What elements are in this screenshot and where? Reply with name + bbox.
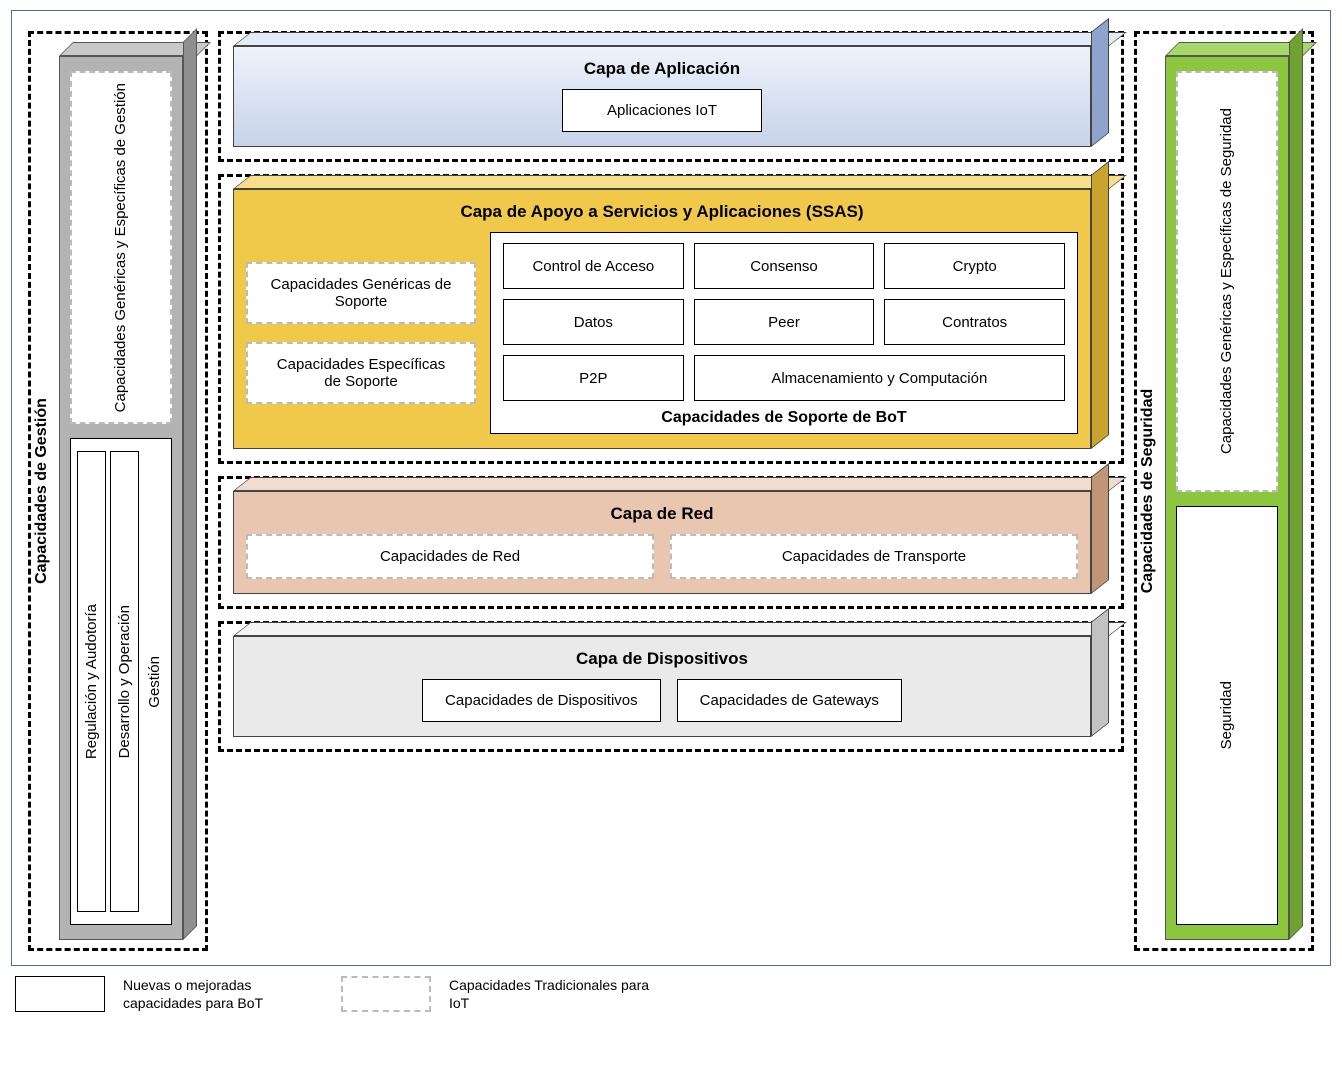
management-label: Gestión xyxy=(146,656,163,708)
security-body: Capacidades Genéricas y Específicas de S… xyxy=(1166,57,1288,939)
architecture-diagram: Capacidades de Gestión Capacidades Genér… xyxy=(11,10,1331,966)
network-row: Capacidades de Red Capacidades de Transp… xyxy=(246,534,1078,579)
network-top xyxy=(233,477,1127,491)
cell-contracts: Contratos xyxy=(884,299,1065,345)
security-3d: Capacidades Genéricas y Específicas de S… xyxy=(1165,56,1289,940)
management-column: Capacidades de Gestión Capacidades Genér… xyxy=(28,31,208,951)
security-column: Capacidades de Seguridad Capacidades Gen… xyxy=(1134,31,1314,951)
management-body: Capacidades Genéricas y Específicas de G… xyxy=(60,57,182,939)
application-side xyxy=(1091,18,1109,147)
application-box: Aplicaciones IoT xyxy=(562,89,762,132)
application-3d: Capa de Aplicación Aplicaciones IoT xyxy=(233,46,1091,147)
device-3d: Capa de Dispositivos Capacidades de Disp… xyxy=(233,636,1091,737)
ssas-bot-panel: Control de Acceso Consenso Crypto Datos … xyxy=(490,232,1078,434)
ssas-layer: Capa de Apoyo a Servicios y Aplicaciones… xyxy=(218,174,1124,464)
legend-text-2: Capacidades Tradicionales para IoT xyxy=(449,976,649,1012)
device-layer: Capa de Dispositivos Capacidades de Disp… xyxy=(218,621,1124,752)
gateway-cap-box: Capacidades de Gateways xyxy=(677,679,902,722)
center-layers: Capa de Aplicación Aplicaciones IoT Capa… xyxy=(218,31,1124,951)
network-cap-box: Capacidades de Red xyxy=(246,534,654,579)
device-front: Capa de Dispositivos Capacidades de Disp… xyxy=(233,636,1091,737)
security-3d-side xyxy=(1289,28,1303,940)
application-row: Aplicaciones IoT xyxy=(246,89,1078,132)
network-layer: Capa de Red Capacidades de Red Capacidad… xyxy=(218,476,1124,609)
device-title: Capa de Dispositivos xyxy=(246,649,1078,669)
device-row: Capacidades de Dispositivos Capacidades … xyxy=(246,679,1078,722)
network-front: Capa de Red Capacidades de Red Capacidad… xyxy=(233,491,1091,594)
security-generic-text: Capacidades Genéricas y Específicas de S… xyxy=(1217,108,1237,454)
management-title: Capacidades de Gestión xyxy=(33,398,51,584)
ssas-grid: Control de Acceso Consenso Crypto Datos … xyxy=(503,243,1065,401)
device-top xyxy=(233,622,1127,636)
device-side xyxy=(1091,608,1109,737)
legend: Nuevas o mejoradas capacidades para BoT … xyxy=(11,976,1331,1012)
cell-crypto: Crypto xyxy=(884,243,1065,289)
ssas-row: Capacidades Genéricas de Soporte Capacid… xyxy=(246,232,1078,434)
main-row: Capacidades de Gestión Capacidades Genér… xyxy=(28,31,1314,951)
application-front: Capa de Aplicación Aplicaciones IoT xyxy=(233,46,1091,147)
ssas-side xyxy=(1091,161,1109,449)
management-generic-text: Capacidades Genéricas y Específicas de G… xyxy=(111,83,131,412)
ssas-left: Capacidades Genéricas de Soporte Capacid… xyxy=(246,232,476,434)
security-3d-front: Capacidades Genéricas y Específicas de S… xyxy=(1165,56,1289,940)
management-multi-box: Regulación y Audotoría Desarrollo y Oper… xyxy=(70,438,172,925)
device-cap-box: Capacidades de Dispositivos xyxy=(422,679,661,722)
ssas-specific-box: Capacidades Específicas de Soporte xyxy=(246,342,476,404)
cell-peer: Peer xyxy=(694,299,875,345)
ssas-top xyxy=(233,175,1127,189)
transport-cap-box: Capacidades de Transporte xyxy=(670,534,1078,579)
ssas-3d: Capa de Apoyo a Servicios y Aplicaciones… xyxy=(233,189,1091,449)
application-layer: Capa de Aplicación Aplicaciones IoT xyxy=(218,31,1124,162)
network-side xyxy=(1091,463,1109,594)
security-text: Seguridad xyxy=(1217,681,1237,749)
management-3d-front: Capacidades Genéricas y Específicas de G… xyxy=(59,56,183,940)
legend-swatch-solid xyxy=(15,976,105,1012)
ssas-front: Capa de Apoyo a Servicios y Aplicaciones… xyxy=(233,189,1091,449)
cell-p2p: P2P xyxy=(503,355,684,401)
legend-text-1: Nuevas o mejoradas capacidades para BoT xyxy=(123,976,323,1012)
management-reg-text: Regulación y Audotoría xyxy=(82,604,102,759)
security-generic-box: Capacidades Genéricas y Específicas de S… xyxy=(1176,71,1278,492)
ssas-subtitle: Capacidades de Soporte de BoT xyxy=(503,409,1065,427)
management-dev-box: Desarrollo y Operación xyxy=(110,451,139,912)
application-title: Capa de Aplicación xyxy=(246,59,1078,79)
cell-data: Datos xyxy=(503,299,684,345)
management-3d-side xyxy=(183,28,197,940)
network-3d: Capa de Red Capacidades de Red Capacidad… xyxy=(233,491,1091,594)
management-label-slot: Gestión xyxy=(143,451,165,912)
ssas-generic-box: Capacidades Genéricas de Soporte xyxy=(246,262,476,324)
cell-consensus: Consenso xyxy=(694,243,875,289)
legend-swatch-dashed xyxy=(341,976,431,1012)
network-title: Capa de Red xyxy=(246,504,1078,524)
management-generic-box: Capacidades Genéricas y Específicas de G… xyxy=(70,71,172,424)
security-title: Capacidades de Seguridad xyxy=(1139,389,1157,594)
management-dev-text: Desarrollo y Operación xyxy=(115,605,135,758)
cell-access: Control de Acceso xyxy=(503,243,684,289)
cell-storage: Almacenamiento y Computación xyxy=(694,355,1065,401)
ssas-title: Capa de Apoyo a Servicios y Aplicaciones… xyxy=(246,202,1078,222)
management-reg-box: Regulación y Audotoría xyxy=(77,451,106,912)
security-box: Seguridad xyxy=(1176,506,1278,925)
application-top xyxy=(233,32,1127,46)
management-3d: Capacidades Genéricas y Específicas de G… xyxy=(59,56,183,940)
